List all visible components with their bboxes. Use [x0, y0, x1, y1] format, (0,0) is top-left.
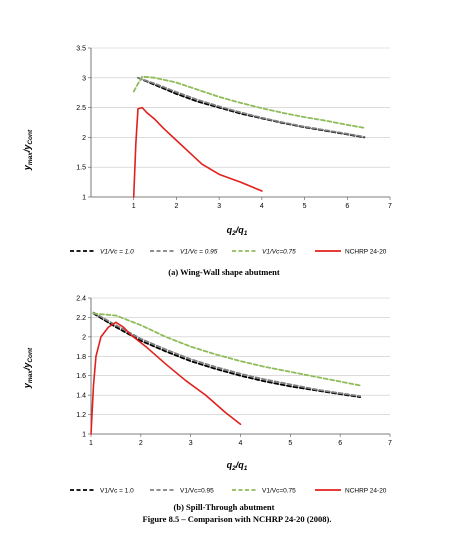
figure-caption: Figure 8.5 – Comparison with NCHRP 24-20…	[143, 514, 332, 524]
x-axis-label: q2/q1	[227, 460, 248, 472]
legend-label-nchrp-24-20: NCHRP 24-20	[345, 487, 387, 494]
legend-label-v1-vc-0-75: V1/Vc=0.75	[262, 487, 296, 494]
series-line-v1-vc-0-95	[92, 311, 362, 398]
tick-labels: 1 1.2 1.4 1.6 1.8 2 2.2 2.4 1 2 3 4 5 6 7	[76, 296, 392, 448]
y-tick-label: 2.5	[76, 105, 86, 112]
y-tick-label: 3.5	[76, 46, 86, 53]
y-tick-label: 1	[82, 432, 86, 439]
x-tick-label: 1	[89, 440, 93, 447]
y-tick-label: 2.4	[76, 296, 86, 303]
subcaption: (b) Spill-Through abutment	[174, 502, 275, 512]
y-axis-label: ymax/yCont	[22, 129, 34, 171]
x-tick-label: 4	[260, 203, 264, 210]
legend-label-v1-vc-0-95: V1/Vc = 0.95	[180, 248, 218, 255]
subcaption: (a) Wing-Wall shape abutment	[168, 267, 280, 277]
series-line-nchrp-24-20	[90, 321, 242, 435]
legend-label-v1-vc-1-0: V1/Vc = 1.0	[100, 487, 134, 494]
x-tick-label: 3	[217, 203, 221, 210]
y-axis-label: ymax/yCont	[22, 347, 34, 389]
chart-spill-through: 1 1.2 1.4 1.6 1.8 2 2.2 2.4 1 2 3 4 5 6 7 ymax/yCont q…	[22, 296, 392, 513]
x-tick-label: 6	[345, 203, 349, 210]
series-group	[132, 75, 366, 198]
y-tick-label: 3	[82, 75, 86, 82]
x-tick-label: 4	[239, 440, 243, 447]
x-axis-label: q2/q1	[227, 225, 248, 237]
y-tick-label: 2.2	[76, 315, 86, 322]
legend: V1/Vc = 1.0 V1/Vc = 0.95 V1/Vc=0.75 NCHRP 2…	[70, 248, 387, 255]
y-tick-label: 1.5	[76, 165, 86, 172]
legend-label-v1-vc-0-75: V1/Vc=0.75	[262, 248, 296, 255]
axes	[88, 47, 391, 200]
legend-label-v1-vc-0-95: V1/Vc=0.95	[180, 487, 214, 494]
x-tick-label: 2	[174, 203, 178, 210]
y-tick-label: 1.8	[76, 354, 86, 361]
series-line-v1-vc-0-75	[92, 312, 362, 387]
x-tick-label: 5	[303, 203, 307, 210]
series-group	[90, 311, 362, 435]
y-tick-label: 2	[82, 135, 86, 142]
y-tick-label: 1.4	[76, 393, 86, 400]
x-tick-label: 1	[132, 203, 136, 210]
x-tick-label: 7	[388, 440, 392, 447]
series-line-nchrp-24-20	[132, 106, 263, 198]
y-tick-label: 1	[82, 195, 86, 202]
series-line-v1-vc-0-95	[137, 76, 366, 138]
series-line-v1-vc-1-0	[92, 312, 362, 398]
series-line-v1-vc-0-75	[132, 75, 366, 129]
y-tick-label: 1.6	[76, 373, 86, 380]
chart-wing-wall: 1 1.5 2 2.5 3 3.5 1 2 3 4 5 6 7 ymax/yCont q2/q1 V1/…	[22, 46, 392, 278]
tick-labels: 1 1.5 2 2.5 3 3.5 1 2 3 4 5 6 7	[76, 46, 392, 211]
x-tick-label: 2	[139, 440, 143, 447]
y-tick-label: 2	[82, 334, 86, 341]
x-tick-label: 7	[388, 203, 392, 210]
x-tick-label: 5	[288, 440, 292, 447]
legend-label-nchrp-24-20: NCHRP 24-20	[345, 248, 387, 255]
legend-label-v1-vc-1-0: V1/Vc = 1.0	[100, 248, 134, 255]
gridlines	[91, 297, 390, 415]
legend: V1/Vc = 1.0 V1/Vc=0.95 V1/Vc=0.75 NCHRP 24-…	[70, 487, 387, 494]
axes	[88, 297, 391, 437]
y-tick-label: 1.2	[76, 412, 86, 419]
x-tick-label: 6	[338, 440, 342, 447]
x-tick-label: 3	[189, 440, 193, 447]
